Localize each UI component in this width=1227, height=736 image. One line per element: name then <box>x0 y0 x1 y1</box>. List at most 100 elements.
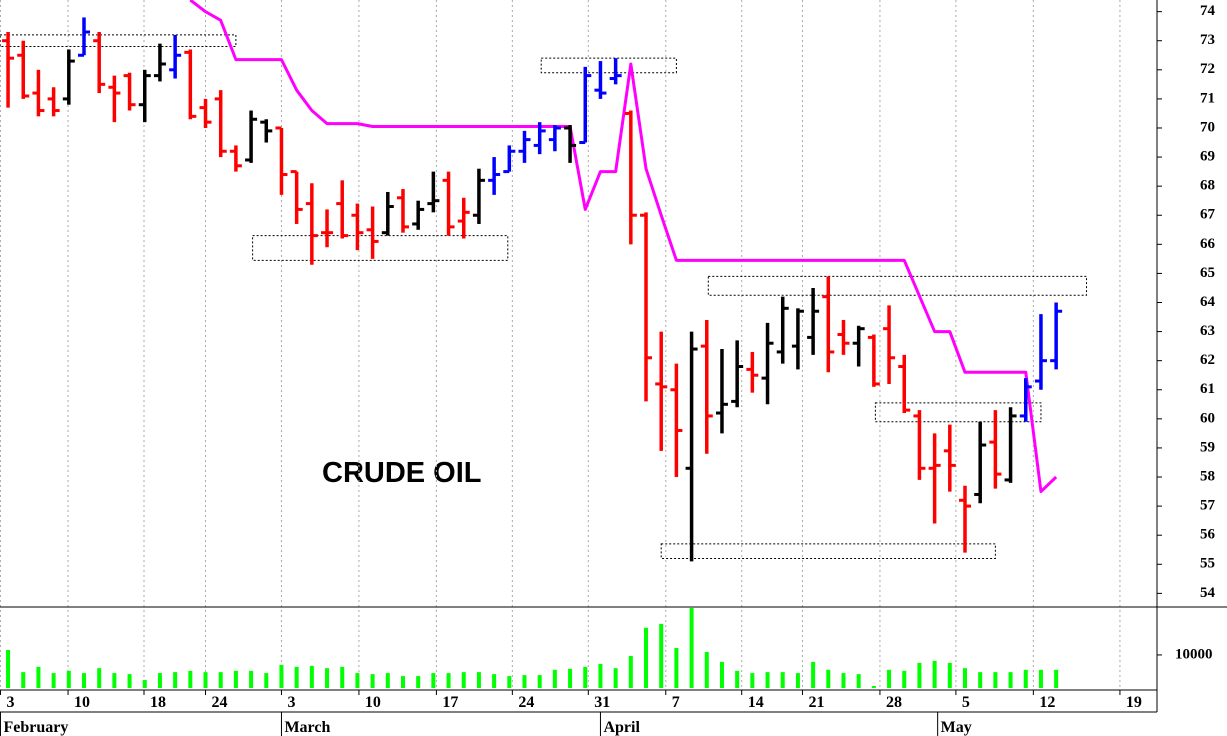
x-tick-label: 14 <box>748 694 764 711</box>
volume-bar <box>416 676 421 688</box>
volume-bar <box>537 675 542 688</box>
volume-bar <box>887 669 892 688</box>
volume-bar <box>674 647 679 688</box>
volume-bar <box>264 673 269 688</box>
volume-bar <box>689 607 694 688</box>
volume-bar <box>644 627 649 688</box>
volume-bar <box>583 666 588 688</box>
volume-bar <box>294 666 299 688</box>
x-tick-label: 28 <box>886 694 902 711</box>
volume-bar <box>1023 669 1028 688</box>
volume-bar <box>902 670 907 688</box>
volume-bar <box>841 673 846 688</box>
volume-bar <box>97 668 102 688</box>
zone-box <box>660 543 996 559</box>
y-tick-label: 72 <box>1200 61 1215 77</box>
y-tick-label: 54 <box>1200 585 1216 601</box>
y-tick-label: 60 <box>1200 410 1215 426</box>
x-tick-label: 24 <box>518 694 534 711</box>
volume-bar <box>188 670 193 688</box>
volume-bar <box>476 672 481 688</box>
volume-bar <box>233 670 238 688</box>
y-tick-label: 74 <box>1200 3 1216 19</box>
volume-bar <box>370 674 375 688</box>
volume-bar <box>522 675 527 688</box>
volume-tick-label: 10000 <box>1175 646 1213 662</box>
x-tick-label: 24 <box>212 694 228 711</box>
x-tick-label: 31 <box>594 694 610 711</box>
volume-bar <box>856 674 861 688</box>
zone-box <box>540 57 677 74</box>
volume-bar <box>51 673 56 688</box>
volume-bar <box>704 651 709 688</box>
volume-bar <box>325 668 330 688</box>
y-tick-label: 59 <box>1200 439 1215 455</box>
volume-bar <box>1054 669 1059 688</box>
zone-box <box>0 34 237 48</box>
y-tick-label: 55 <box>1200 556 1215 572</box>
y-tick-label: 73 <box>1200 32 1215 48</box>
y-tick-label: 64 <box>1200 294 1216 310</box>
volume-bar <box>279 664 284 688</box>
x-tick-label: 3 <box>6 694 14 711</box>
x-tick-label: 3 <box>287 694 295 711</box>
y-tick-label: 63 <box>1200 323 1215 339</box>
volume-bar <box>203 672 208 688</box>
zone-box <box>707 275 1088 296</box>
volume-bar <box>309 665 314 688</box>
volume-bar <box>157 673 162 688</box>
y-tick-label: 68 <box>1200 178 1215 194</box>
volume-bar <box>340 666 345 688</box>
y-tick-label: 61 <box>1200 381 1215 397</box>
volume-bar <box>795 673 800 688</box>
volume-bar <box>780 672 785 688</box>
volume-bar <box>218 672 223 688</box>
month-label: March <box>284 719 330 736</box>
volume-bar <box>568 668 573 688</box>
volume-bar <box>993 672 998 688</box>
volume-bar <box>871 686 876 688</box>
x-tick-label: 5 <box>962 694 970 711</box>
y-tick-label: 69 <box>1200 149 1215 165</box>
volume-bar <box>917 662 922 688</box>
chart-annotation: CRUDE OIL <box>322 457 482 489</box>
volume-bar <box>659 623 664 688</box>
volume-bar <box>978 672 983 688</box>
y-tick-label: 65 <box>1200 265 1215 281</box>
volume-bar <box>735 670 740 688</box>
volume-bar <box>765 672 770 688</box>
y-tick-label: 70 <box>1200 119 1215 135</box>
volume-bar <box>461 672 466 688</box>
volume-bar <box>127 674 132 688</box>
volume-bar <box>719 661 724 688</box>
month-label: February <box>3 719 68 736</box>
volume-bar <box>947 662 952 688</box>
volume-bar <box>811 661 816 688</box>
volume-bar <box>142 680 147 688</box>
stop-line <box>189 0 1058 494</box>
volume-bar <box>431 673 436 688</box>
x-tick-label: 17 <box>442 694 458 711</box>
x-tick-label: 12 <box>1039 694 1055 711</box>
volume-bar <box>249 670 254 688</box>
y-tick-label: 66 <box>1200 236 1216 252</box>
month-label: April <box>603 719 640 736</box>
volume-bar <box>36 666 41 688</box>
x-tick-label: 10 <box>74 694 90 711</box>
volume-bar <box>112 673 117 688</box>
volume-bar <box>628 655 633 688</box>
volume-bar <box>66 670 71 688</box>
volume-bar <box>400 676 405 688</box>
x-tick-label: 19 <box>1126 694 1142 711</box>
volume-bar <box>492 674 497 688</box>
volume-bar <box>385 673 390 688</box>
volume-bar <box>598 663 603 688</box>
volume-bar <box>552 669 557 688</box>
x-tick-label: 10 <box>365 694 381 711</box>
y-tick-label: 58 <box>1200 468 1215 484</box>
volume-bar <box>173 672 178 688</box>
x-tick-label: 21 <box>808 694 824 711</box>
volume-bar <box>6 649 11 688</box>
volume-bar <box>21 672 26 688</box>
